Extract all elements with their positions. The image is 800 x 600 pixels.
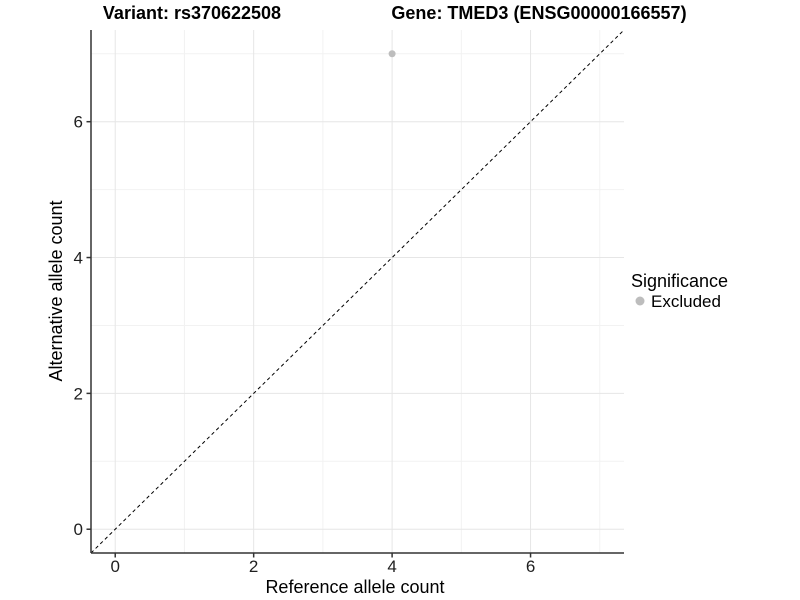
y-tick-label: 0 (74, 520, 83, 539)
gridlines-major (91, 30, 624, 553)
y-axis-title: Alternative allele count (46, 200, 66, 381)
axis-tick-labels: 0 2 4 6 0 2 4 6 (74, 113, 536, 576)
x-tick-label: 0 (110, 557, 119, 576)
data-points (388, 50, 396, 58)
y-tick-label: 4 (74, 249, 83, 268)
x-tick-label: 2 (249, 557, 258, 576)
legend-title: Significance (631, 271, 728, 291)
legend-item-label: Excluded (651, 292, 721, 311)
legend-marker-excluded (635, 296, 645, 306)
x-tick-label: 4 (387, 557, 396, 576)
y-tick-label: 6 (74, 113, 83, 132)
plot-title-variant: Variant: rs370622508 (103, 3, 281, 23)
data-point-excluded (388, 50, 396, 58)
x-tick-label: 6 (526, 557, 535, 576)
legend: Significance Excluded (631, 271, 728, 311)
axis-ticks (86, 120, 532, 558)
gridlines-minor (91, 30, 624, 553)
y-tick-label: 2 (74, 384, 83, 403)
identity-line (90, 29, 625, 554)
axis-lines (90, 30, 624, 554)
plot-title-gene: Gene: TMED3 (ENSG00000166557) (391, 3, 686, 23)
x-axis-title: Reference allele count (265, 577, 444, 597)
